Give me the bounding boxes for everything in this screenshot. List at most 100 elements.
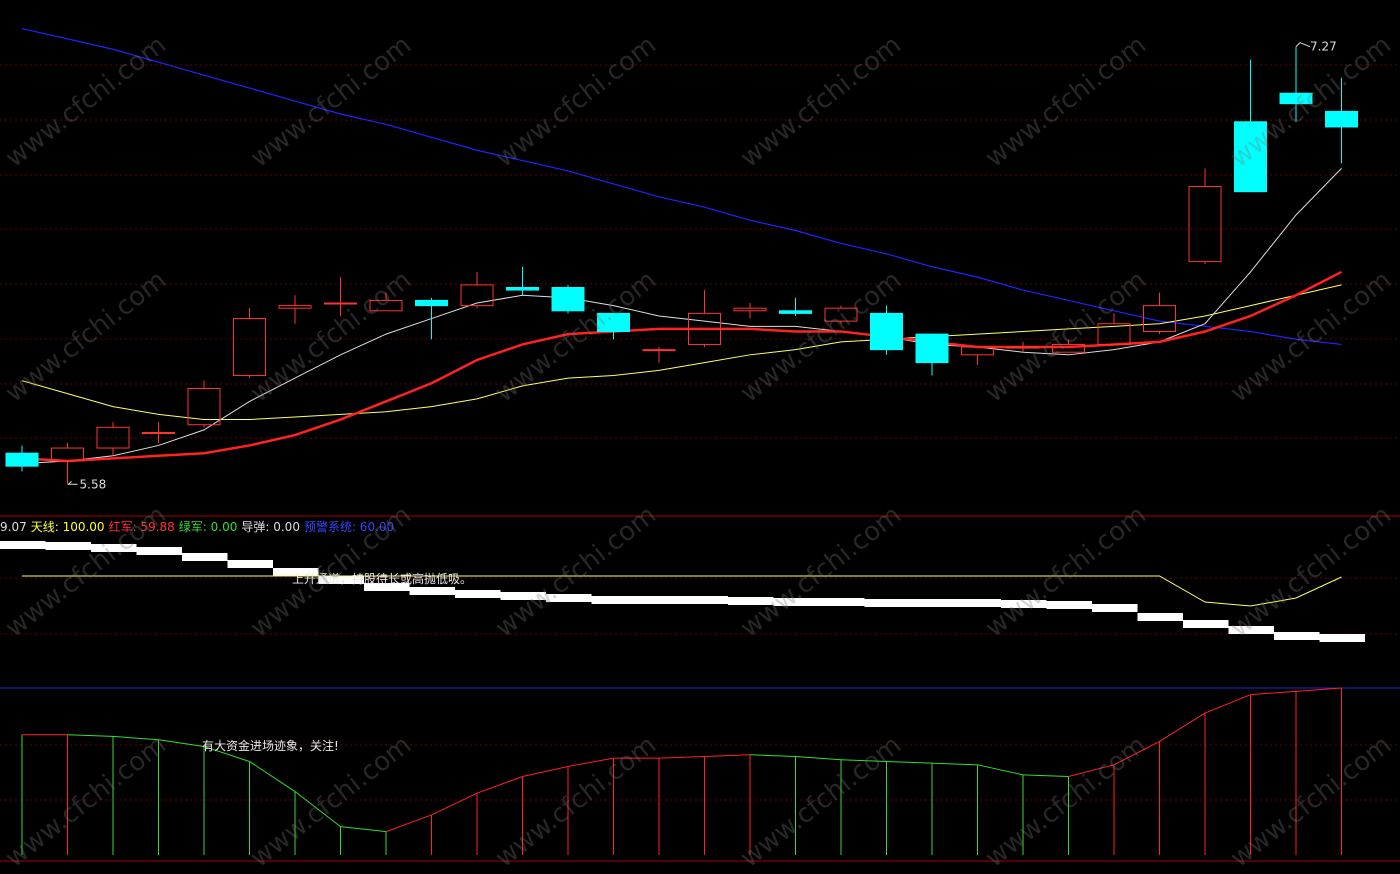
- ma-blue-line: [21, 27, 1342, 346]
- signal-bar: [546, 594, 592, 602]
- ma-white-line: [21, 168, 1342, 465]
- fund-line-segment: [1295, 687, 1342, 692]
- signal-bar: [591, 596, 637, 604]
- signal-bar: [273, 568, 319, 576]
- candle-body: [1188, 185, 1222, 263]
- signal-bar: [682, 596, 728, 604]
- candle-body: [233, 318, 266, 377]
- signal-bar: [91, 544, 137, 552]
- fund-line-segment: [158, 739, 205, 747]
- signal-bar: [864, 599, 910, 607]
- candle-body: [688, 312, 721, 345]
- fund-line-segment: [522, 766, 569, 777]
- candle-body: [1325, 110, 1358, 128]
- candle-body: [51, 447, 84, 462]
- signal-bar: [1046, 601, 1092, 609]
- bottom-annotation: 有大资金进场迹象，关注!: [202, 739, 339, 753]
- signal-bar: [455, 590, 501, 598]
- signal-bar: [1228, 626, 1274, 634]
- signal-bar: [1274, 632, 1320, 640]
- high-marker: [1295, 42, 1311, 48]
- signal-bar: [819, 598, 865, 606]
- legend-item: 绿军: 0.00: [178, 520, 238, 534]
- candle-body: [324, 302, 357, 305]
- signal-bar: [45, 542, 91, 550]
- legend-item: 预警系统: 60.00: [303, 520, 395, 534]
- candle-body: [506, 286, 539, 291]
- signal-bar: [182, 553, 228, 561]
- fund-line-segment: [567, 757, 614, 767]
- fund-line-segment: [977, 764, 1024, 776]
- signal-bar: [1137, 613, 1183, 621]
- candle-body: [96, 426, 130, 449]
- candle-body: [824, 307, 858, 322]
- candle-body: [460, 284, 494, 307]
- signal-bar: [637, 596, 683, 604]
- fund-line-segment: [249, 761, 296, 792]
- signal-bar: [0, 541, 46, 549]
- fund-line-segment: [431, 792, 478, 816]
- signal-bar: [773, 598, 819, 606]
- signal-bar: [364, 583, 410, 591]
- middle-annotation: 上升通道，持股待长或高抛低吸。: [292, 572, 473, 586]
- fund-line-segment: [840, 759, 887, 762]
- fund-line-segment: [749, 754, 796, 757]
- fund-line-segment: [1113, 740, 1160, 766]
- signal-bar: [318, 576, 364, 584]
- candle-body: [5, 452, 39, 467]
- fund-line-segment: [704, 754, 751, 757]
- fund-line-segment: [67, 734, 114, 737]
- signal-bar: [227, 560, 273, 568]
- fund-line-segment: [340, 826, 387, 833]
- candle-body: [779, 310, 812, 314]
- signal-bar: [409, 587, 455, 595]
- signal-bar: [1183, 620, 1229, 628]
- signal-bar: [1092, 604, 1138, 612]
- signal-bar: [136, 547, 182, 555]
- candle-body: [642, 349, 676, 352]
- candle-body: [1279, 92, 1313, 105]
- candle-body: [1097, 323, 1131, 345]
- fund-line-segment: [931, 762, 978, 766]
- low-price-label: 5.58: [80, 477, 107, 491]
- fund-line-segment: [385, 814, 432, 833]
- low-marker: [67, 480, 78, 485]
- candle-body: [870, 312, 903, 351]
- candle-body: [415, 299, 448, 307]
- channel-line: [22, 575, 1342, 607]
- legend-item: 红军: 59.88: [108, 520, 175, 534]
- candle-body: [1006, 346, 1040, 349]
- signal-bar: [910, 599, 956, 607]
- fund-line-segment: [886, 760, 933, 764]
- ma-yellow-line: [21, 284, 1342, 421]
- candle-body: [1234, 121, 1267, 193]
- signal-bar: [728, 597, 774, 605]
- fund-line-segment: [1204, 694, 1251, 714]
- candle-body: [142, 431, 175, 434]
- candle-body: [551, 286, 585, 312]
- candle-body: [961, 346, 994, 356]
- fund-line-segment: [1068, 764, 1115, 777]
- candle-body: [915, 333, 949, 364]
- candle-body: [1143, 305, 1176, 333]
- candle-body: [1052, 343, 1085, 353]
- fund-line-segment: [112, 735, 159, 741]
- signal-bar: [1001, 600, 1047, 608]
- fund-line-segment: [658, 755, 705, 759]
- legend-prefix: 9.07: [0, 520, 27, 534]
- candle-body: [278, 305, 312, 309]
- candle-body: [597, 312, 630, 333]
- high-price-label: 7.27: [1310, 40, 1337, 54]
- indicator-legend: 9.07 天线: 100.00 红军: 59.88 绿军: 0.00 导弹: 0.00 预…: [0, 518, 402, 535]
- candle-body: [733, 307, 767, 312]
- fund-line-segment: [1250, 690, 1297, 696]
- signal-bar: [500, 592, 546, 600]
- fund-line-segment: [795, 755, 842, 761]
- legend-item: 导弹: 0.00: [241, 520, 300, 534]
- candle-body: [187, 387, 221, 426]
- fund-line-segment: [1159, 712, 1206, 742]
- fund-line-segment: [294, 791, 341, 828]
- fund-line-segment: [476, 776, 523, 794]
- fund-line-segment: [203, 745, 250, 762]
